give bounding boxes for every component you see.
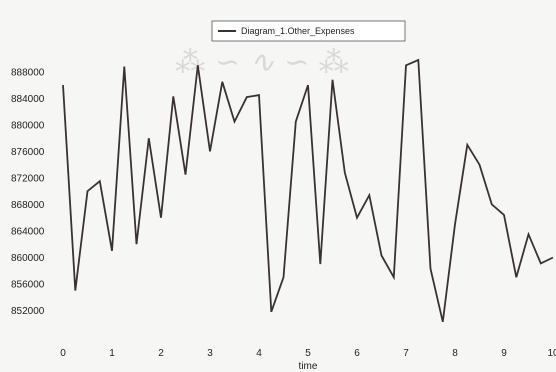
y-axis-ticks: 852000 856000 860000 864000 868000 872000 8760… (11, 67, 45, 317)
y-tick-label: 884000 (11, 94, 45, 105)
x-tick-label: 6 (354, 348, 360, 359)
y-tick-label: 888000 (11, 67, 45, 78)
x-tick-label: 10 (547, 348, 556, 359)
x-tick-label: 4 (256, 348, 262, 359)
x-tick-label: 7 (403, 348, 409, 359)
x-tick-label: 8 (452, 348, 458, 359)
legend-label: Diagram_1.Other_Expenses (241, 26, 355, 36)
x-tick-label: 1 (109, 348, 115, 359)
y-tick-label: 880000 (11, 120, 45, 131)
y-tick-label: 876000 (11, 147, 45, 158)
x-tick-label: 9 (501, 348, 507, 359)
series-layer (62, 58, 554, 323)
x-tick-label: 3 (207, 348, 213, 359)
y-tick-label: 872000 (11, 173, 45, 184)
series-line-0 (62, 58, 554, 323)
x-tick-label: 2 (158, 348, 164, 359)
y-tick-label: 868000 (11, 200, 45, 211)
svg-text:⁂ ∽ ∿ ∽ ⁂: ⁂ ∽ ∿ ∽ ⁂ (175, 45, 349, 80)
watermark-logo: ⁂ ∽ ∿ ∽ ⁂ (175, 45, 349, 80)
x-axis-ticks: 0 1 2 3 4 5 6 7 8 9 10 (60, 348, 556, 359)
x-tick-label: 5 (305, 348, 311, 359)
legend: Diagram_1.Other_Expenses (211, 20, 406, 42)
y-tick-label: 856000 (11, 279, 45, 290)
legend-box (211, 20, 406, 42)
y-tick-label: 860000 (11, 253, 45, 264)
y-tick-label: 864000 (11, 226, 45, 237)
y-tick-label: 852000 (11, 306, 45, 317)
x-axis-title: time (299, 361, 318, 372)
x-tick-label: 0 (60, 348, 66, 359)
